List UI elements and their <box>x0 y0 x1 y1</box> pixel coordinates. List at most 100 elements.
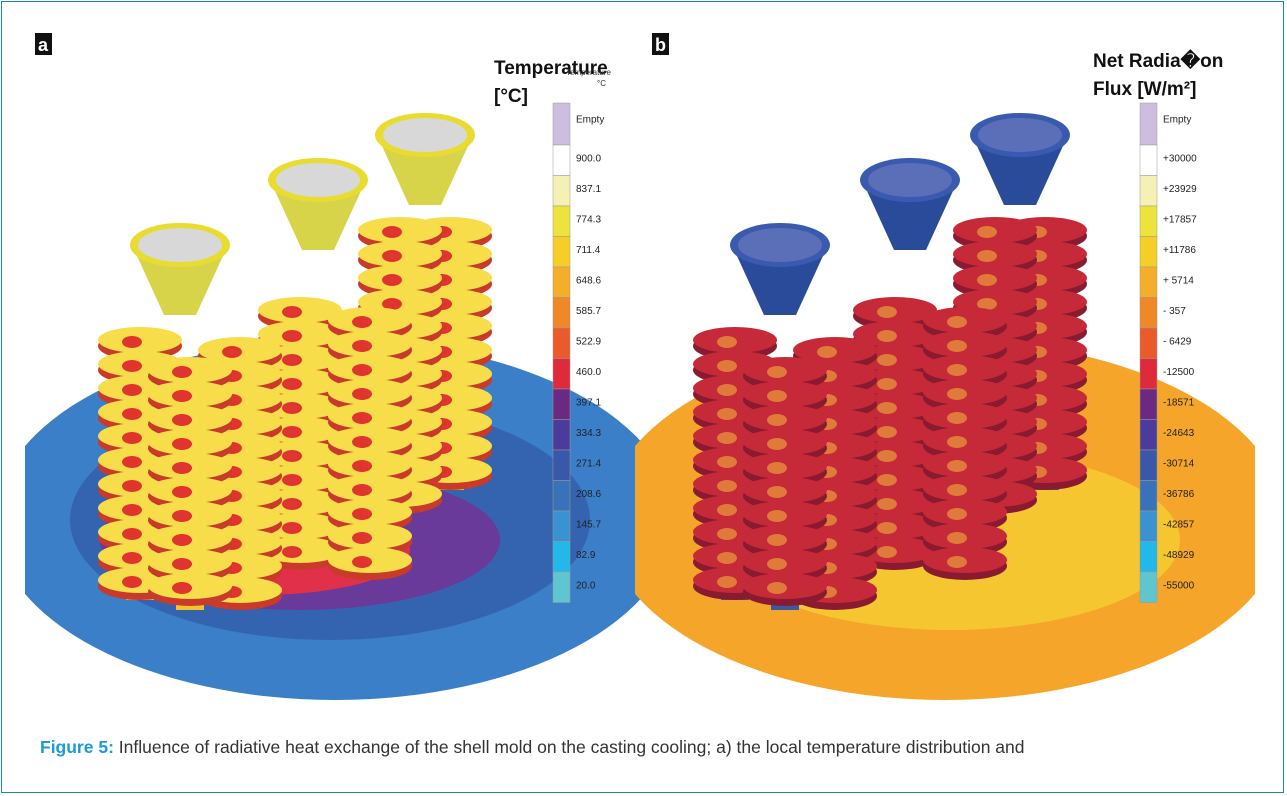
colorbar-label: 208.6 <box>576 489 601 500</box>
casting-knob <box>352 316 372 328</box>
casting-knob <box>877 330 897 342</box>
casting-knob <box>352 556 372 568</box>
casting-knob <box>122 456 142 468</box>
casting-knob <box>282 354 302 366</box>
casting-knob <box>172 486 192 498</box>
panel-label: b <box>655 35 666 55</box>
casting-knob <box>122 504 142 516</box>
casting-knob <box>352 436 372 448</box>
colorbar-label: 648.6 <box>576 276 601 287</box>
casting-knob <box>352 340 372 352</box>
casting-knob <box>877 546 897 558</box>
casting-knob <box>877 306 897 318</box>
casting-knob <box>877 402 897 414</box>
casting-knob <box>172 390 192 402</box>
colorbar-label: +30000 <box>1163 154 1197 165</box>
casting-knob <box>947 484 967 496</box>
colorbar-label: 900.0 <box>576 154 601 165</box>
casting-knob <box>947 340 967 352</box>
casting-knob <box>877 498 897 510</box>
legend-title: Net Radia�on <box>1093 49 1223 72</box>
casting-knob <box>947 316 967 328</box>
funnel-mouth <box>978 118 1062 152</box>
colorbar-band <box>1140 328 1157 359</box>
panel-a-render <box>0 113 675 700</box>
casting-knob <box>382 226 402 238</box>
casting-knob <box>172 438 192 450</box>
colorbar-band <box>1140 572 1157 603</box>
colorbar-band <box>553 481 570 512</box>
colorbar-band <box>553 328 570 359</box>
colorbar-label: -24643 <box>1163 428 1195 439</box>
casting-knob <box>172 558 192 570</box>
casting-knob <box>122 528 142 540</box>
casting-knob <box>717 360 737 372</box>
casting-knob <box>352 388 372 400</box>
casting-knob <box>282 522 302 534</box>
funnel-mouth <box>738 228 822 262</box>
casting-knob <box>122 432 142 444</box>
colorbar-label: - 6429 <box>1163 337 1192 348</box>
casting-knob <box>122 480 142 492</box>
casting-knob <box>947 436 967 448</box>
colorbar-label: +17857 <box>1163 215 1197 226</box>
casting-knob <box>282 330 302 342</box>
colorbar-band <box>553 389 570 420</box>
casting-knob <box>717 384 737 396</box>
casting-knob <box>172 414 192 426</box>
colorbar-label: -48929 <box>1163 550 1195 561</box>
funnel-mouth <box>383 118 467 152</box>
colorbar-label: 774.3 <box>576 215 601 226</box>
colorbar-label: Empty <box>1163 115 1191 126</box>
casting-knob <box>122 576 142 588</box>
casting-knob <box>717 432 737 444</box>
casting-knob <box>717 456 737 468</box>
casting-knob <box>717 408 737 420</box>
funnel-mouth <box>276 163 360 197</box>
caption-label: Figure 5: <box>40 737 114 757</box>
casting-knob <box>282 402 302 414</box>
casting-knob <box>767 510 787 522</box>
casting-knob <box>122 360 142 372</box>
casting-knob <box>877 426 897 438</box>
casting-knob <box>352 484 372 496</box>
colorbar-band <box>553 572 570 603</box>
colorbar-band <box>1140 206 1157 237</box>
colorbar-band <box>1140 511 1157 542</box>
colorbar-band <box>1140 389 1157 420</box>
colorbar-band <box>1140 237 1157 268</box>
colorbar-label: 585.7 <box>576 306 601 317</box>
colorbar-label: 271.4 <box>576 459 601 470</box>
casting-knob <box>717 504 737 516</box>
legend-inset: °C <box>597 79 606 88</box>
colorbar-label: - 357 <box>1163 306 1186 317</box>
colorbar-label: +23929 <box>1163 184 1197 195</box>
panel-label: a <box>38 35 49 55</box>
funnel-mouth <box>868 163 952 197</box>
colorbar-label: 20.0 <box>576 581 596 592</box>
colorbar-label: -42857 <box>1163 520 1195 531</box>
casting-knob <box>122 552 142 564</box>
casting-knob <box>172 510 192 522</box>
casting-knob <box>767 558 787 570</box>
legend-title: [°C] <box>494 86 528 107</box>
casting-knob <box>352 460 372 472</box>
casting-knob <box>947 388 967 400</box>
colorbar-label: 82.9 <box>576 550 596 561</box>
colorbar-label: 460.0 <box>576 367 601 378</box>
colorbar-band <box>1140 420 1157 451</box>
caption: Figure 5: Influence of radiative heat ex… <box>40 733 1255 761</box>
casting-knob <box>282 498 302 510</box>
caption-text: Influence of radiative heat exchange of … <box>119 737 1025 757</box>
colorbar-band <box>1140 450 1157 481</box>
colorbar-label: -55000 <box>1163 581 1195 592</box>
casting-knob <box>817 346 837 358</box>
casting-knob <box>717 552 737 564</box>
casting-knob <box>977 274 997 286</box>
casting-knob <box>382 274 402 286</box>
casting-knob <box>767 414 787 426</box>
casting-knob <box>282 450 302 462</box>
colorbar-band <box>553 103 570 145</box>
colorbar-label: 711.4 <box>576 245 601 256</box>
colorbar-band <box>553 511 570 542</box>
